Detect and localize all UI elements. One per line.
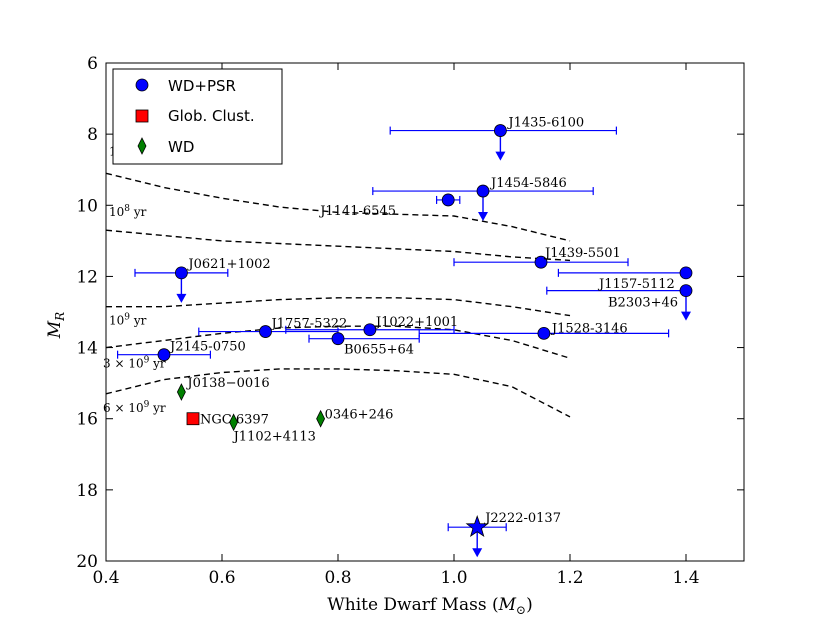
legend: WD+PSR Glob. Clust. WD: [112, 68, 283, 165]
legend-marker-wd: [137, 137, 147, 155]
cooling-curve-label: 6 × 109 yr: [103, 400, 166, 415]
cooling-curve-line: [105, 325, 571, 359]
point-label-j1439-5501: J1439-5501: [543, 246, 621, 261]
y-tick-label: 18: [76, 481, 98, 501]
point-label-j1141-6545: J1141-6545: [318, 204, 396, 219]
x-tick-label: 0.8: [324, 568, 351, 588]
point-j2222-0137: [465, 514, 489, 538]
cooling-curve-label: 3 × 109 yr: [103, 356, 166, 371]
y-tick-label: 8: [87, 125, 98, 145]
y-tick-label: 6: [87, 54, 98, 74]
cooling-curve-label-exp: 9: [144, 400, 150, 410]
y-tick-label: 20: [76, 552, 98, 572]
legend-label-wd: WD: [168, 138, 194, 156]
point-label-j2145-0750: J2145-0750: [168, 340, 246, 355]
limit-arrow-head-b2303-46: [681, 311, 691, 321]
point-j1435-6100: [493, 124, 507, 137]
y-tick-label: 12: [76, 267, 98, 287]
point-j1102-4113: [229, 413, 239, 432]
cooling-curve-label-exp: 9: [144, 356, 150, 366]
x-tick-label: 1.2: [556, 568, 583, 588]
point-label-j1157-5112: J1157-5112: [597, 277, 675, 292]
point-label-ngc-6397: NGC 6397: [200, 413, 269, 428]
cooling-curve-line: [105, 368, 571, 418]
limit-arrow-head-j1454-5846: [478, 212, 488, 222]
point-labels: J1435-6100 J1454-5846 J1141-6545 J1439-5501…: [168, 116, 678, 527]
cooling-curve-label-exp: 8: [124, 204, 130, 214]
legend-marker-wd-psr: [135, 78, 149, 92]
cooling-curve-line: [105, 172, 571, 242]
point-j1454-5846: [476, 184, 490, 198]
point-b0655-64: [331, 332, 345, 346]
point-j0138-0016: [176, 383, 186, 401]
cooling-curve-label-unit: yr: [130, 314, 147, 328]
point-label-j1454-5846: J1454-5846: [489, 176, 567, 191]
limit-arrow-head-j0621-1002: [176, 293, 187, 303]
legend-label-wd-psr: WD+PSR: [168, 77, 236, 95]
cooling-curve-label: 108 yr: [109, 204, 147, 219]
x-tick-label: 1.4: [672, 568, 699, 588]
x-tick-label: 0.4: [92, 568, 119, 588]
cooling-curve-line: [106, 297, 571, 317]
y-axis-label: MR: [45, 312, 67, 339]
x-tick-label: 0.6: [208, 568, 235, 588]
point-label-j2222-0137: J2222-0137: [483, 511, 561, 526]
x-axis-label: White Dwarf Mass (M⊙): [327, 595, 532, 617]
cooling-curve-label-base: 3 × 10: [103, 357, 144, 371]
point-label-j1102-4113: J1102+4113: [232, 429, 316, 444]
cooling-curve-label-base: 10: [109, 205, 124, 219]
cooling-curve-line: [105, 229, 571, 262]
point-label-j1022-1001: J1022+1001: [374, 315, 458, 330]
legend-marker-glob-clust: [135, 109, 149, 123]
plot-frame: [105, 62, 745, 562]
point-label-j1528-3146: J1528-3146: [550, 321, 628, 336]
y-axis-label-symbol: M: [45, 320, 65, 339]
point-0346-246: [316, 409, 326, 428]
x-axis-label-sub: ⊙: [516, 603, 526, 617]
point-j1757-5322: [259, 325, 272, 338]
x-tick-label: 1.0: [440, 568, 467, 588]
y-tick-label: 14: [76, 339, 98, 359]
point-label-j1757-5322: J1757-5322: [270, 317, 348, 332]
point-ngc-6397: [186, 412, 200, 426]
point-b2303-46: [679, 284, 693, 298]
point-j2145-0750: [157, 348, 171, 362]
y-tick-label: 16: [76, 410, 98, 430]
x-axis-label-symbol: M: [498, 595, 517, 615]
point-j1022-1001: [363, 323, 377, 337]
point-label-j0138-0016: J0138−0016: [185, 376, 269, 391]
point-j1157-5112: [679, 266, 693, 280]
cooling-curve-label-unit: yr: [130, 205, 147, 219]
point-j1439-5501: [534, 255, 548, 269]
y-tick-label: 10: [76, 196, 98, 216]
cooling-curve-label-base: 6 × 10: [103, 401, 144, 415]
legend-label-glob-clust: Glob. Clust.: [168, 107, 255, 125]
x-axis-label-text: White Dwarf Mass (: [327, 595, 498, 615]
point-label-0346-246: 0346+246: [325, 408, 394, 423]
cooling-curve-label: 109 yr: [109, 313, 147, 328]
cooling-curve-label-base: 10: [109, 314, 124, 328]
limit-arrow-head-j1435-6100: [495, 151, 506, 161]
point-j1141-6545: [441, 193, 455, 207]
point-label-j1435-6100: J1435-6100: [506, 116, 584, 131]
cooling-curve-label-unit: yr: [149, 401, 166, 415]
point-label-b0655-64: B0655+64: [344, 343, 414, 358]
point-j0621-1002: [174, 266, 188, 280]
data-points: [157, 124, 693, 538]
y-axis-label-sub: R: [53, 312, 67, 322]
point-label-j0621-1002: J0621+1002: [186, 257, 270, 272]
x-axis-label-end: ): [526, 595, 533, 615]
point-j1528-3146: [537, 326, 551, 340]
limit-arrow-head-j2222-0137: [472, 548, 483, 558]
cooling-curve-label-exp: 9: [124, 313, 130, 323]
point-label-b2303-46: B2303+46: [608, 296, 678, 311]
